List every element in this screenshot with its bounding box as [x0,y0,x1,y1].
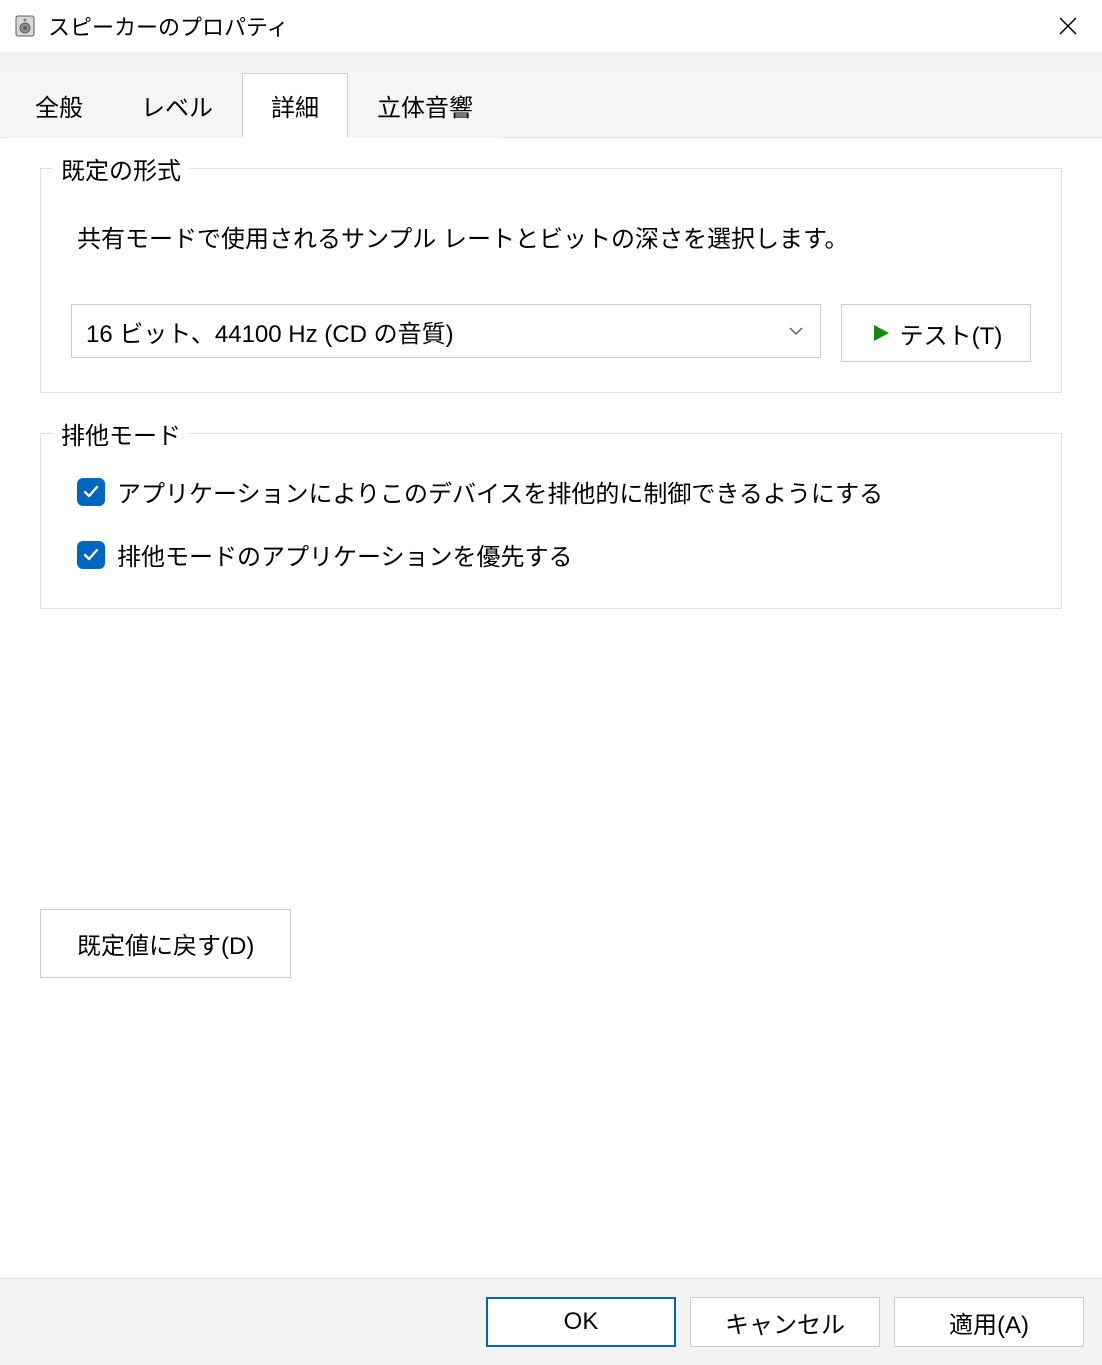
prioritize-exclusive-checkbox[interactable] [77,541,105,569]
tab-general[interactable]: 全般 [6,73,112,138]
tab-advanced[interactable]: 詳細 [242,73,348,138]
titlebar: スピーカーのプロパティ [0,0,1102,52]
restore-defaults-button[interactable]: 既定値に戻す(D) [40,909,291,978]
close-icon [1058,16,1078,36]
chevron-down-icon [786,321,806,341]
format-select-value: 16 ビット、44100 Hz (CD の音質) [86,314,454,349]
tab-bar: 全般 レベル 詳細 立体音響 [0,72,1102,138]
checkmark-icon [82,483,100,501]
close-button[interactable] [1046,4,1090,48]
tab-content: 既定の形式 共有モードで使用されるサンプル レートとビットの深さを選択します。 … [0,138,1102,998]
cancel-button[interactable]: キャンセル [690,1297,880,1347]
dialog-button-bar: OK キャンセル 適用(A) [0,1278,1102,1365]
default-format-group: 既定の形式 共有モードで使用されるサンプル レートとビットの深さを選択します。 … [40,168,1062,393]
allow-exclusive-label[interactable]: アプリケーションによりこのデバイスを排他的に制御できるようにする [117,474,883,509]
prioritize-exclusive-label[interactable]: 排他モードのアプリケーションを優先する [117,537,573,572]
default-format-description: 共有モードで使用されるサンプル レートとビットの深さを選択します。 [71,219,1031,254]
allow-exclusive-checkbox[interactable] [77,478,105,506]
default-format-title: 既定の形式 [53,151,189,186]
play-icon [870,322,892,344]
tab-spatial[interactable]: 立体音響 [348,73,502,138]
tab-levels[interactable]: レベル [112,73,242,138]
test-button-label: テスト(T) [900,316,1003,351]
format-select[interactable]: 16 ビット、44100 Hz (CD の音質) [71,304,821,358]
test-button[interactable]: テスト(T) [841,304,1031,362]
exclusive-mode-group: 排他モード アプリケーションによりこのデバイスを排他的に制御できるようにする 排… [40,433,1062,609]
apply-button[interactable]: 適用(A) [894,1297,1084,1347]
window-title: スピーカーのプロパティ [48,10,1046,42]
checkmark-icon [82,546,100,564]
exclusive-mode-title: 排他モード [53,416,189,451]
ok-button[interactable]: OK [486,1297,676,1347]
speaker-icon [12,13,38,39]
